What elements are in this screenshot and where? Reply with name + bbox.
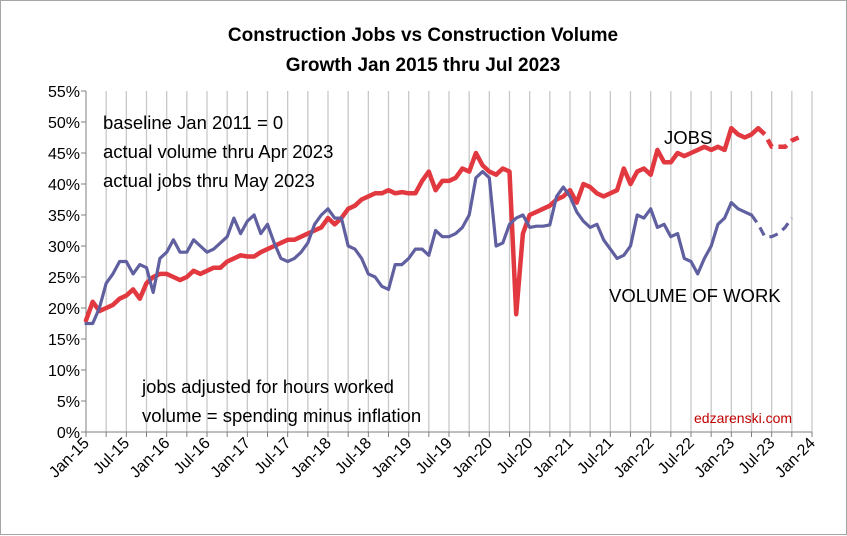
y-tick-label: 35% [48,208,80,225]
chart-subtitle: Growth Jan 2015 thru Jul 2023 [286,55,561,76]
y-tick-label: 10% [48,363,80,380]
x-tick-label: Jan-24 [772,435,819,482]
chart-title: Construction Jobs vs Construction Volume [228,25,618,46]
y-tick-labels: 0% 5% 10% 15% 20% 25% 30% 35% 40% 45% 50% 55% [48,84,80,442]
y-tick-label: 20% [48,301,80,318]
x-tick-label: Jul-23 [736,435,779,478]
x-tick-label: Jul-19 [413,435,456,478]
axes [81,90,813,437]
annotation-baseline: baseline Jan 2011 = 0 [103,112,283,133]
y-tick-label: 55% [48,84,80,101]
series-line-jobs [83,125,761,323]
series-label-jobs: JOBS [664,127,712,148]
series-label-volume: VOLUME OF WORK [609,285,781,306]
x-tick-label: Jul-18 [332,435,375,478]
y-tick-label: 40% [48,177,80,194]
y-tick-label: 0% [57,425,80,442]
y-tick-label: 45% [48,146,80,163]
x-tick-label: Jan-16 [127,435,174,482]
y-tick-label: 25% [48,270,80,287]
annotation-actual-volume: actual volume thru Apr 2023 [103,141,333,162]
series-line-volume-projection [750,214,794,239]
x-tick-label: Jan-20 [450,435,497,482]
x-tick-label: Jan-19 [369,435,416,482]
x-tick-label: Jul-22 [655,435,698,478]
x-tick-label: Jan-18 [288,435,335,482]
y-tick-label: 30% [48,239,80,256]
y-tick-label: 50% [48,115,80,132]
credit-text: edzarenski.com [694,410,792,426]
x-tick-labels: Jan-15Jul-15Jan-16Jul-16Jan-17Jul-17Jan-… [46,435,819,482]
annotation-actual-jobs: actual jobs thru May 2023 [103,170,315,191]
x-tick-label: Jan-23 [692,435,739,482]
annotation-volume-definition: volume = spending minus inflation [142,405,421,426]
x-tick-label: Jan-22 [611,435,658,482]
x-tick-label: Jul-15 [90,435,133,478]
x-tick-label: Jul-17 [252,435,295,478]
x-tick-label: Jan-21 [530,435,577,482]
y-tick-label: 15% [48,332,80,349]
x-tick-label: Jul-16 [171,435,214,478]
annotation-jobs-adjusted: jobs adjusted for hours worked [141,376,394,397]
grid [105,91,813,432]
x-tick-label: Jan-17 [208,435,255,482]
series [83,125,800,326]
x-tick-label: Jul-21 [574,435,617,478]
x-tick-label: Jul-20 [494,435,537,478]
series-line-jobs-projection [756,126,800,150]
y-tick-label: 5% [57,394,80,411]
series-line-volume [84,170,754,326]
